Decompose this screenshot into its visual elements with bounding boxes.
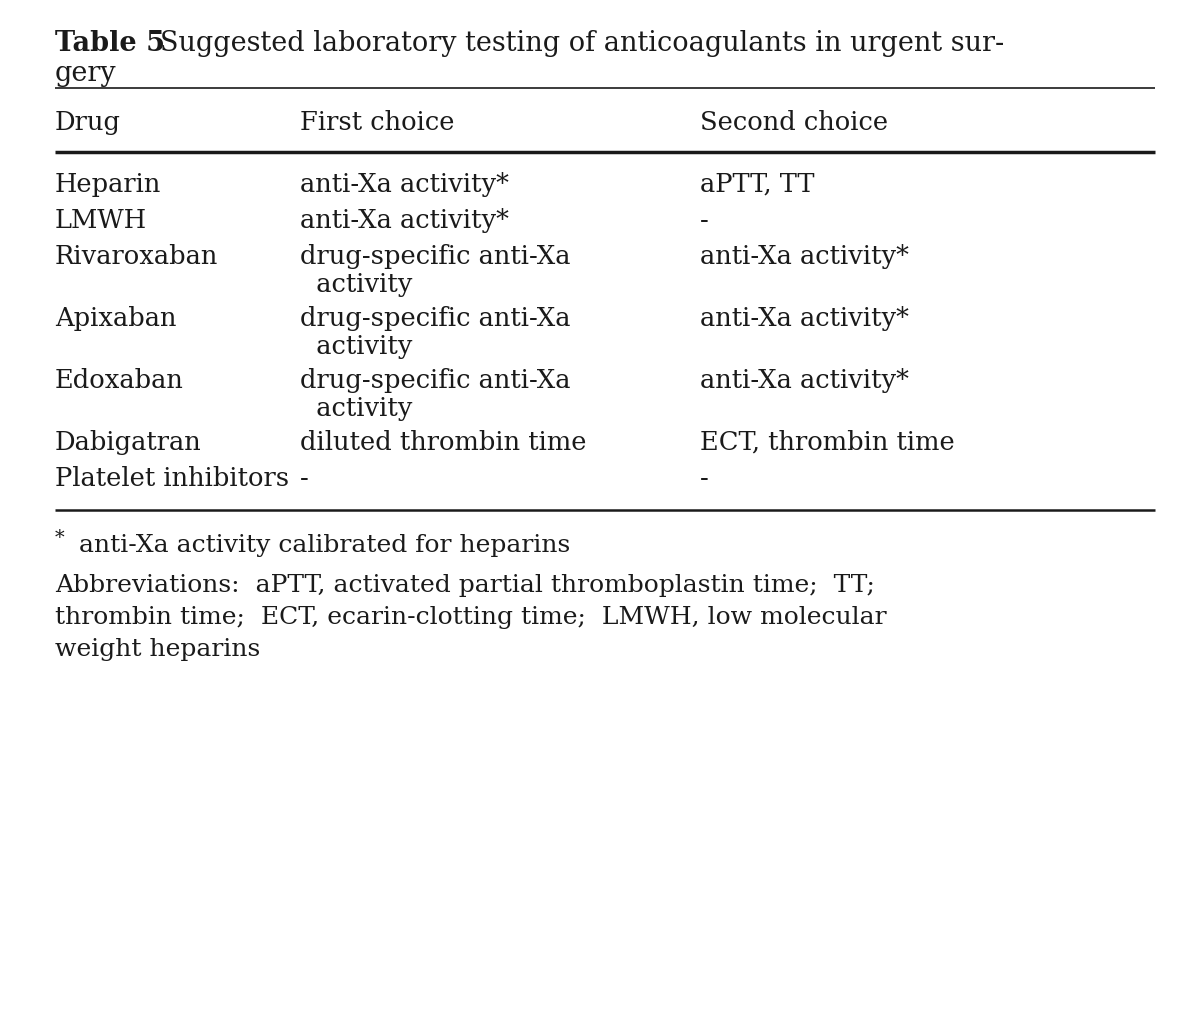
Text: anti-Xa activity*: anti-Xa activity* [300, 172, 509, 197]
Text: Rivaroxaban: Rivaroxaban [55, 244, 218, 269]
Text: activity: activity [300, 272, 413, 297]
Text: Drug: Drug [55, 110, 121, 135]
Text: Heparin: Heparin [55, 172, 161, 197]
Text: -: - [700, 208, 709, 233]
Text: ECT, thrombin time: ECT, thrombin time [700, 430, 955, 455]
Text: activity: activity [300, 334, 413, 359]
Text: anti-Xa activity*: anti-Xa activity* [700, 244, 908, 269]
Text: gery: gery [55, 60, 116, 87]
Text: weight heparins: weight heparins [55, 638, 260, 661]
Text: Dabigatran: Dabigatran [55, 430, 202, 455]
Text: drug-specific anti-Xa: drug-specific anti-Xa [300, 368, 570, 393]
Text: LMWH: LMWH [55, 208, 148, 233]
Text: Platelet inhibitors: Platelet inhibitors [55, 466, 289, 491]
Text: diluted thrombin time: diluted thrombin time [300, 430, 587, 455]
Text: anti-Xa activity*: anti-Xa activity* [300, 208, 509, 233]
Text: drug-specific anti-Xa: drug-specific anti-Xa [300, 244, 570, 269]
Text: aPTT, TT: aPTT, TT [700, 172, 815, 197]
Text: Abbreviations:  aPTT, activated partial thromboplastin time;  TT;: Abbreviations: aPTT, activated partial t… [55, 574, 875, 597]
Text: -: - [300, 466, 308, 491]
Text: drug-specific anti-Xa: drug-specific anti-Xa [300, 306, 570, 331]
Text: First choice: First choice [300, 110, 455, 135]
Text: *: * [55, 529, 65, 547]
Text: Table 5: Table 5 [55, 30, 166, 57]
Text: anti-Xa activity*: anti-Xa activity* [700, 368, 908, 393]
Text: thrombin time;  ECT, ecarin-clotting time;  LMWH, low molecular: thrombin time; ECT, ecarin-clotting time… [55, 606, 887, 629]
Text: activity: activity [300, 396, 413, 421]
Text: Suggested laboratory testing of anticoagulants in urgent sur-: Suggested laboratory testing of anticoag… [160, 30, 1004, 57]
Text: anti-Xa activity*: anti-Xa activity* [700, 306, 908, 331]
Text: Apixaban: Apixaban [55, 306, 176, 331]
Text: anti-Xa activity calibrated for heparins: anti-Xa activity calibrated for heparins [71, 534, 570, 557]
Text: Second choice: Second choice [700, 110, 888, 135]
Text: Edoxaban: Edoxaban [55, 368, 184, 393]
Text: -: - [700, 466, 709, 491]
